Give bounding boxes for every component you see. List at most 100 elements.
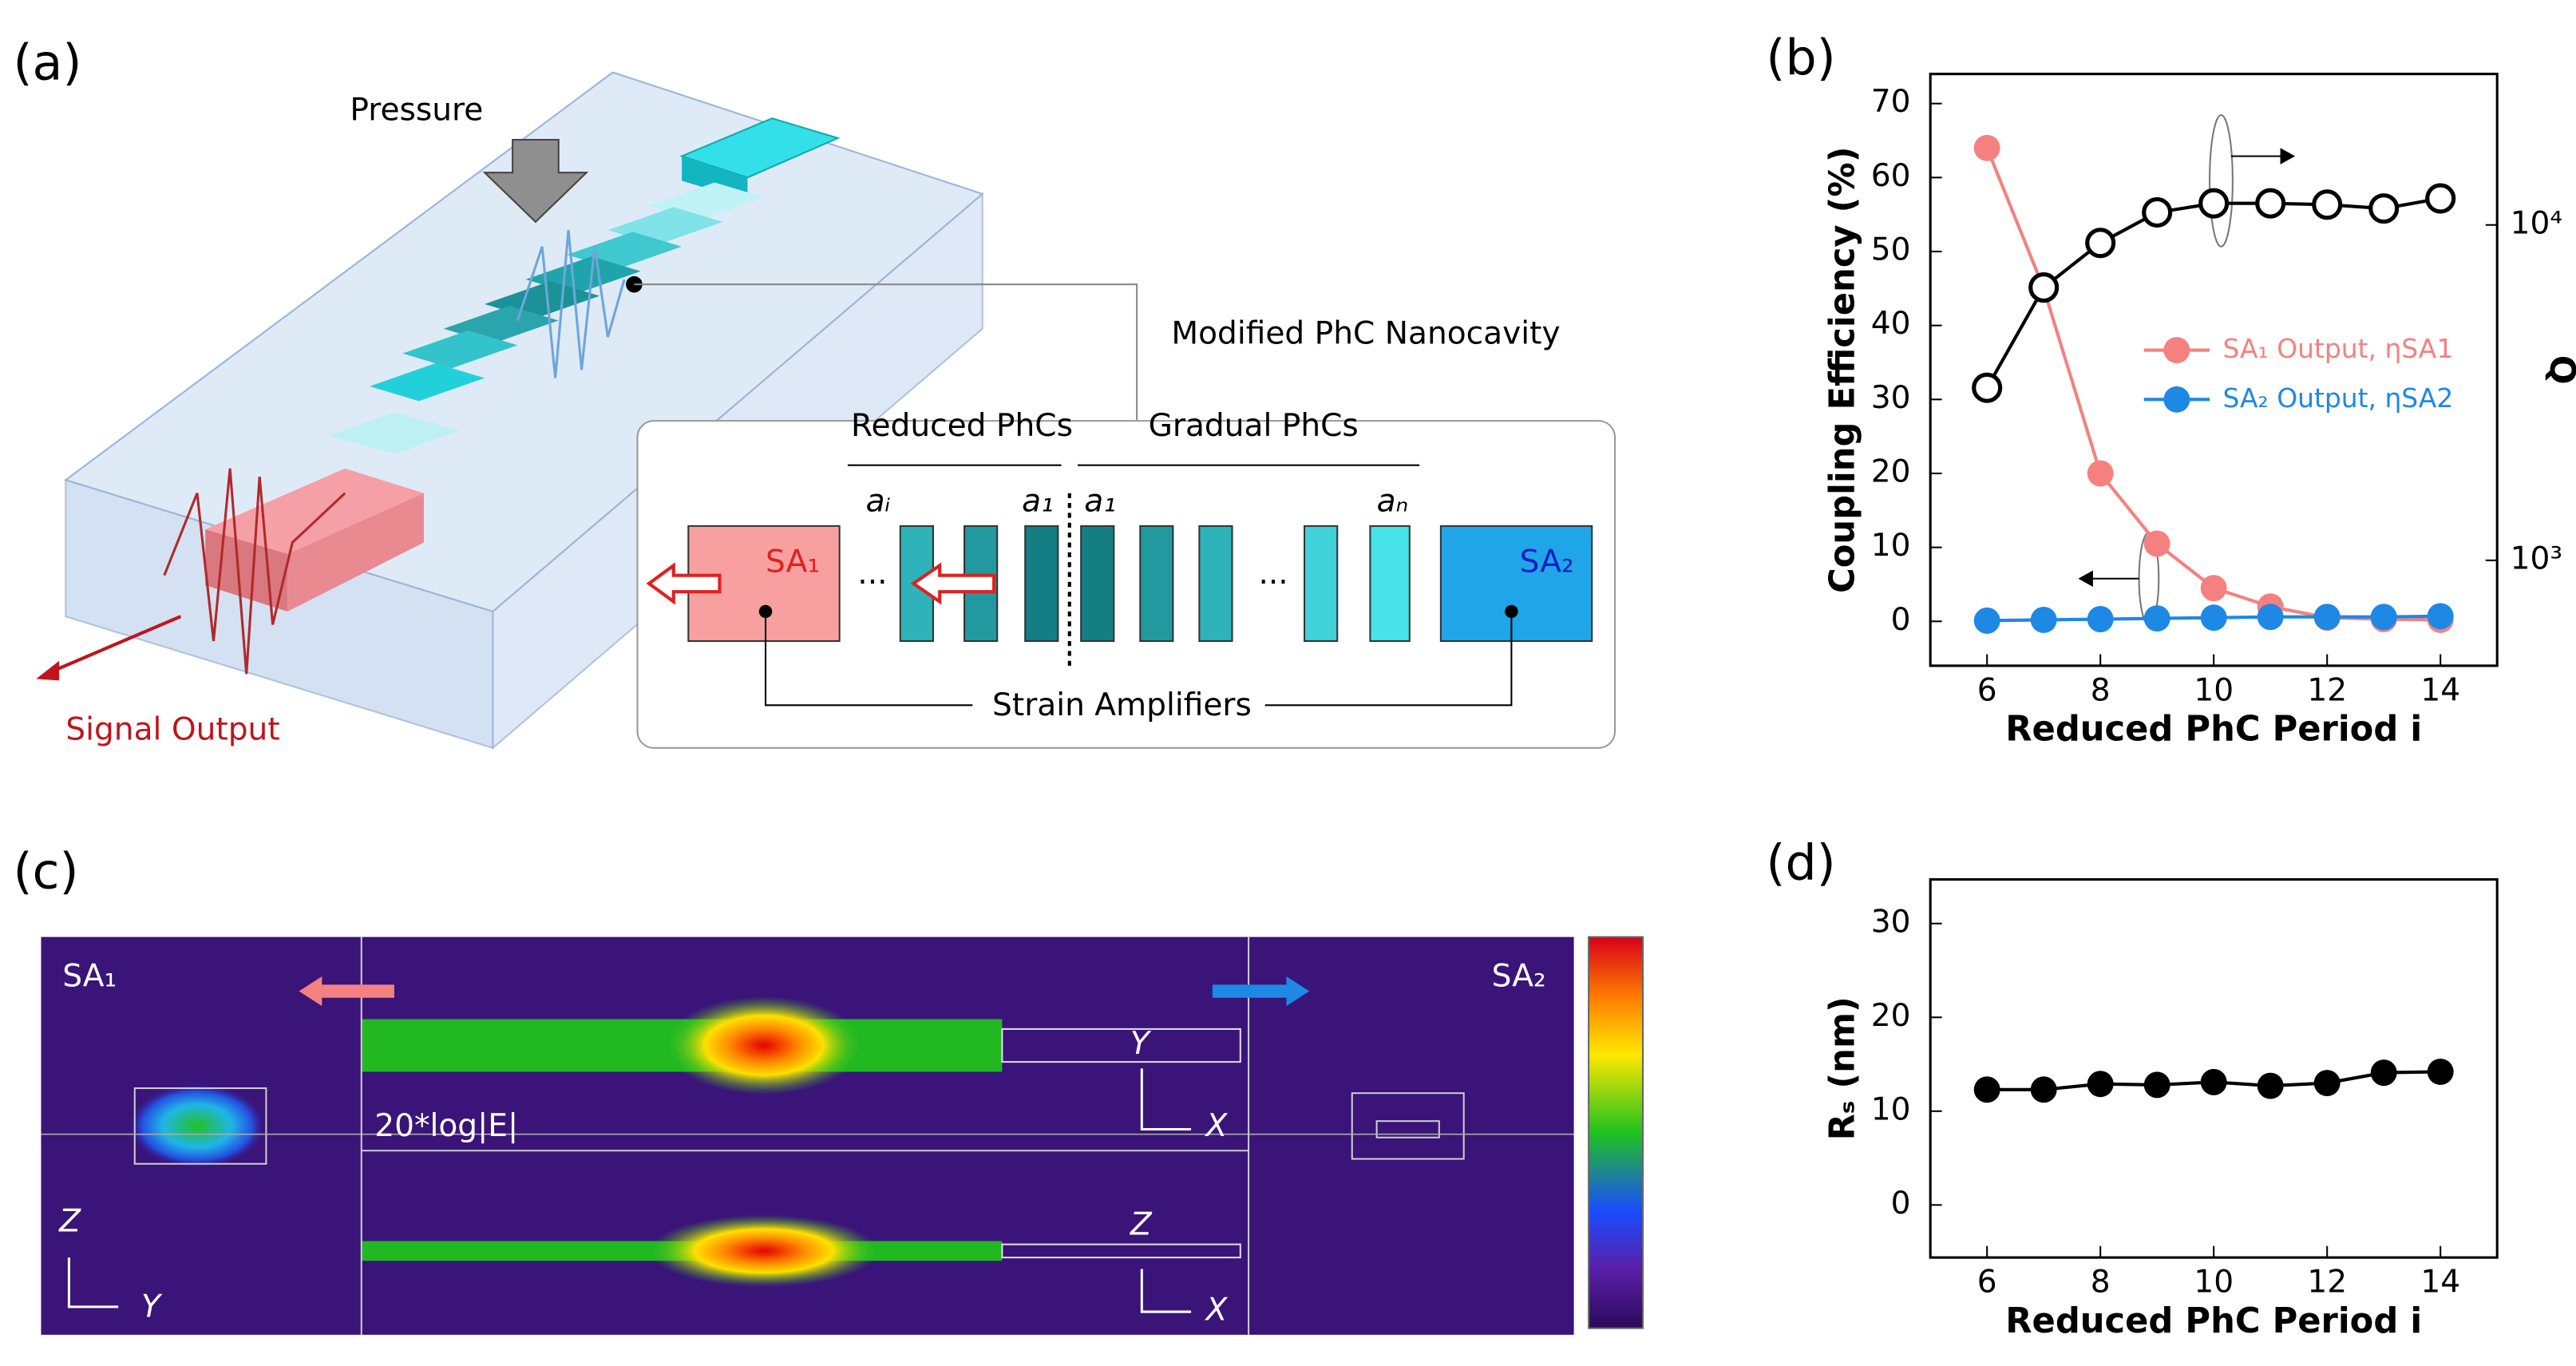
data-point bbox=[2427, 1058, 2454, 1085]
data-point bbox=[2257, 604, 2284, 631]
y-tick-label: 20 bbox=[1871, 453, 1911, 489]
axes-icons bbox=[67, 1068, 1192, 1313]
data-point bbox=[2030, 1076, 2057, 1103]
phc bbox=[1080, 525, 1115, 643]
data-point bbox=[2200, 575, 2227, 602]
axis-indicators bbox=[2089, 114, 2284, 626]
sa1-block bbox=[205, 468, 424, 554]
arrow bbox=[1212, 976, 1310, 1007]
sa2-text: SA₂ bbox=[1492, 959, 1546, 995]
legend-label: SA₂ Output, ηSA2 bbox=[2223, 382, 2454, 414]
a-label: a₁ bbox=[1022, 484, 1054, 520]
arrow bbox=[910, 562, 996, 605]
gradual-text: Gradual PhCs bbox=[1149, 408, 1359, 444]
a-label: aᵢ bbox=[866, 484, 891, 520]
legend-marker bbox=[2163, 337, 2190, 364]
plot-frame bbox=[1929, 878, 2499, 1259]
strain-text: Strain Amplifiers bbox=[992, 687, 1252, 723]
panel-label: (a) bbox=[13, 34, 81, 91]
reduced-text: Reduced PhCs bbox=[851, 408, 1073, 444]
leader bbox=[1264, 611, 1513, 707]
y-tick-label: 30 bbox=[1871, 380, 1911, 416]
data-point bbox=[2087, 606, 2114, 632]
data-point bbox=[2142, 197, 2173, 228]
arrow-head bbox=[2280, 148, 2296, 164]
data-point bbox=[2200, 604, 2227, 632]
leader bbox=[634, 283, 1138, 422]
output-arrow bbox=[45, 615, 182, 676]
x-tick-label: 8 bbox=[2091, 1265, 2111, 1301]
y-axis-label: Coupling Efficiency (%) bbox=[1823, 147, 1863, 594]
data-point bbox=[2087, 460, 2114, 487]
signal-output-text: Signal Output bbox=[65, 712, 279, 748]
x-tick-label: 12 bbox=[2307, 672, 2347, 708]
phc bbox=[1198, 525, 1233, 643]
x-tick-label: 12 bbox=[2307, 1265, 2347, 1301]
axis-letter: Y bbox=[141, 1289, 163, 1324]
y-tick-label: 10 bbox=[1871, 1091, 1911, 1127]
phc bbox=[1304, 525, 1339, 643]
y-tick-label: 10 bbox=[1871, 528, 1911, 564]
colorbar bbox=[1588, 936, 1644, 1329]
phc bbox=[1369, 525, 1411, 643]
data-point bbox=[2143, 530, 2170, 557]
outline bbox=[1001, 1243, 1241, 1259]
y-axis-label: Rₛ (nm) bbox=[1823, 996, 1863, 1140]
data-point bbox=[2255, 188, 2286, 219]
data-point bbox=[2370, 604, 2397, 631]
data-point bbox=[2370, 1059, 2397, 1087]
block bbox=[328, 412, 461, 454]
x-tick-label: 10 bbox=[2194, 1265, 2234, 1301]
panel-c: (c) SA₁ SA₂ 20*log|E| Y X Z X Z Y bbox=[13, 842, 1644, 1335]
data-point bbox=[1973, 134, 2000, 161]
x-tick-label: 14 bbox=[2420, 1265, 2460, 1301]
phc bbox=[1024, 525, 1059, 643]
data-point bbox=[2200, 1068, 2227, 1095]
y-tick-label: 40 bbox=[1871, 306, 1911, 342]
y2-tick-label: 10³ bbox=[2511, 540, 2562, 576]
data-point bbox=[2425, 183, 2456, 214]
outline bbox=[133, 1087, 267, 1165]
dots: ... bbox=[857, 556, 887, 592]
field-mode bbox=[128, 1083, 267, 1169]
panel-label: (d) bbox=[1766, 834, 1835, 892]
data-point bbox=[1973, 607, 2000, 634]
sa1-text: SA₁ bbox=[62, 959, 117, 995]
dots: ... bbox=[1258, 556, 1288, 592]
output-arrow bbox=[36, 660, 60, 681]
data-point bbox=[2368, 193, 2400, 224]
field-hotspot bbox=[665, 996, 863, 1095]
axis-letter: Z bbox=[58, 1203, 81, 1239]
y-tick-label: 50 bbox=[1871, 232, 1911, 268]
data-point bbox=[2427, 603, 2454, 630]
y-tick-label: 0 bbox=[1891, 1186, 1911, 1221]
arrow bbox=[646, 562, 722, 605]
axis-letter: Y bbox=[1130, 1026, 1152, 1062]
x-tick-label: 6 bbox=[1977, 672, 1997, 708]
x-tick-label: 8 bbox=[2091, 672, 2111, 708]
y2-tick-label: 10⁴ bbox=[2511, 205, 2562, 241]
data-point bbox=[2257, 1072, 2284, 1099]
axis-letter: X bbox=[1205, 1108, 1229, 1144]
data-point bbox=[2312, 189, 2343, 220]
x-tick-label: 6 bbox=[1977, 1265, 1997, 1301]
leader bbox=[765, 611, 973, 707]
pressure-arrow bbox=[482, 138, 589, 224]
sa2-box bbox=[1439, 525, 1593, 643]
sa1-block bbox=[287, 493, 424, 612]
pressure-text: Pressure bbox=[350, 93, 483, 129]
panel-label: (c) bbox=[13, 842, 78, 900]
data-point bbox=[2198, 188, 2230, 219]
outline bbox=[1351, 1092, 1465, 1160]
field-hotspot bbox=[648, 1214, 880, 1288]
data-point bbox=[2143, 605, 2170, 632]
panel-a: (a) Signal Output Pressure Modified PhC … bbox=[13, 34, 1616, 750]
x-tick-label: 14 bbox=[2420, 672, 2460, 708]
y-tick-label: 30 bbox=[1871, 904, 1911, 940]
data-point bbox=[1973, 1076, 2000, 1103]
y-tick-label: 0 bbox=[1891, 602, 1911, 638]
x-tick-label: 10 bbox=[2194, 672, 2234, 708]
data-point bbox=[2028, 272, 2060, 303]
data-point bbox=[1972, 372, 2003, 403]
